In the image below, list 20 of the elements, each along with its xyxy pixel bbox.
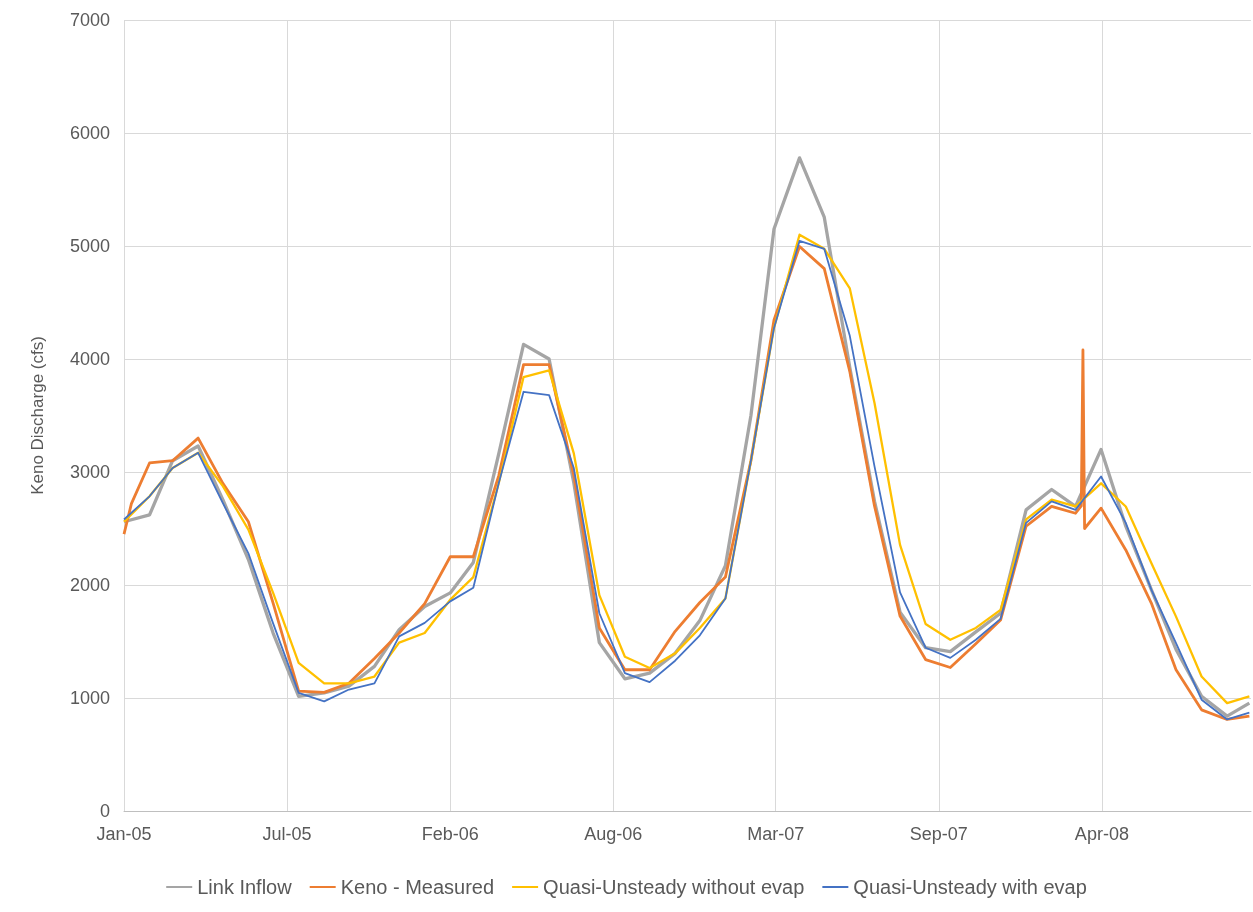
x-tick-label: Sep-07 [909, 824, 968, 844]
legend-label: Link Inflow [197, 876, 293, 898]
x-tick-label: Feb-06 [421, 824, 479, 844]
y-tick-label: 7000 [69, 10, 110, 30]
x-tick-label: Aug-06 [584, 824, 643, 844]
y-tick-label: 6000 [69, 123, 110, 143]
y-tick-label: 0 [99, 801, 110, 821]
y-tick-label: 5000 [69, 236, 110, 256]
x-tick-label: Jul-05 [262, 824, 312, 844]
legend-label: Keno - Measured [340, 876, 495, 898]
x-tick-label: Mar-07 [747, 824, 805, 844]
x-tick-label: Jan-05 [96, 824, 152, 844]
y-tick-label: 1000 [69, 688, 110, 708]
y-tick-label: 3000 [69, 462, 110, 482]
legend-label: Quasi-Unsteady without evap [543, 876, 805, 898]
legend-label: Quasi-Unsteady with evap [853, 876, 1087, 898]
y-tick-label: 2000 [69, 575, 110, 595]
y-axis-title: Keno Discharge (cfs) [28, 336, 47, 495]
x-tick-label: Apr-08 [1074, 824, 1129, 844]
y-tick-label: 4000 [69, 349, 110, 369]
